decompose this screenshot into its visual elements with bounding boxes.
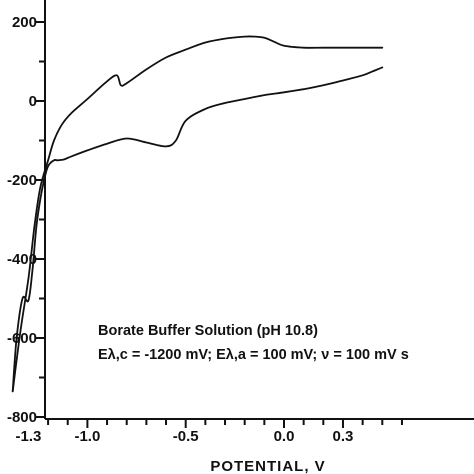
y-tick-label: -200 — [7, 172, 37, 189]
y-tick-label: -800 — [7, 409, 37, 426]
x-tick-label: 0.0 — [274, 428, 295, 445]
cv-lower-branch — [11, 66, 384, 393]
x-axis-title: POTENTIAL, V — [210, 458, 325, 474]
y-tick-label: -600 — [7, 330, 37, 347]
x-axis-ticks: -1.3 -1.0 -0.5 0.0 0.3 — [15, 419, 403, 445]
cv-curves — [11, 35, 384, 393]
annotation-line-1: Borate Buffer Solution (pH 10.8) — [98, 323, 318, 339]
cv-upper-branch — [11, 35, 384, 393]
x-tick-label: -1.3 — [15, 428, 41, 445]
annotation-line-2: Eλ,c = -1200 mV; Eλ,a = 100 mV; ν = 100 … — [98, 347, 409, 363]
x-tick-label: 0.3 — [333, 428, 354, 445]
y-tick-label: 0 — [29, 93, 37, 110]
y-tick-label: 200 — [12, 14, 37, 31]
x-tick-label: -1.0 — [74, 428, 100, 445]
x-tick-label: -0.5 — [173, 428, 199, 445]
